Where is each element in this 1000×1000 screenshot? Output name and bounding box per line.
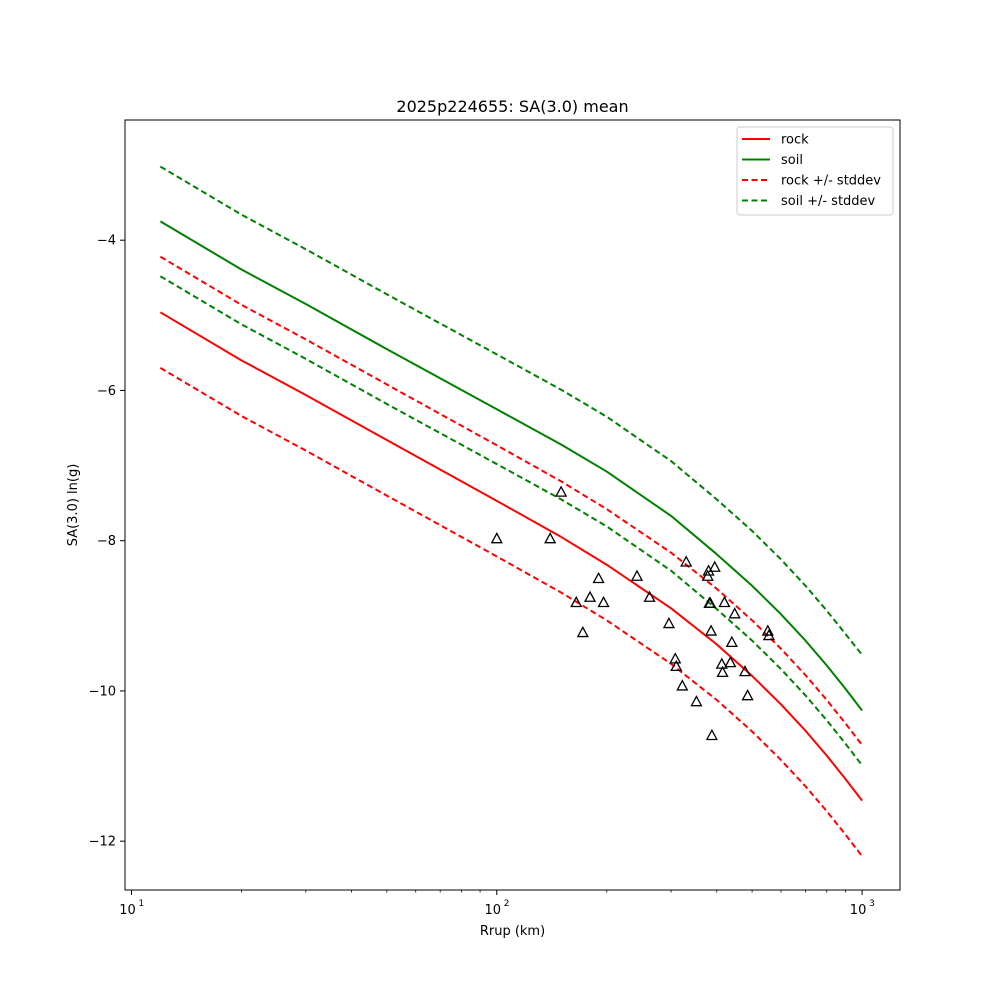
observation-point bbox=[544, 532, 557, 544]
axes: 10 1 10 2 10 3−4−6−8−10−12 bbox=[89, 119, 901, 918]
series-line-soil-stddev bbox=[159, 165, 863, 656]
observation-point bbox=[702, 564, 715, 576]
observation-point bbox=[630, 569, 644, 581]
series-line-5 bbox=[159, 275, 863, 766]
observation-point bbox=[583, 590, 597, 602]
observation-point bbox=[704, 596, 717, 608]
legend-entry: rock +/- stddev bbox=[781, 174, 881, 189]
x-tick-label: 10 bbox=[485, 903, 502, 918]
x-tick-exponent: 2 bbox=[504, 899, 510, 909]
observation-point bbox=[704, 624, 718, 636]
observation-point bbox=[716, 665, 729, 678]
y-axis-label: SA(3.0) ln(g) bbox=[66, 464, 81, 547]
legend-entry: soil +/- stddev bbox=[781, 194, 876, 209]
x-axis-label: Rrup (km) bbox=[480, 924, 545, 939]
observation-point bbox=[576, 625, 589, 638]
observation-point bbox=[643, 590, 656, 602]
y-tick-label: −8 bbox=[97, 534, 116, 549]
legend-box bbox=[736, 126, 894, 216]
observation-point bbox=[728, 607, 741, 619]
observation-point bbox=[597, 595, 610, 608]
x-tick-label: 10 bbox=[850, 903, 867, 918]
observation-point bbox=[741, 689, 754, 701]
y-tick-label: −10 bbox=[89, 684, 116, 699]
observation-point bbox=[725, 635, 738, 647]
chart-title: 2025p224655: SA(3.0) mean bbox=[396, 97, 628, 116]
observation-point bbox=[669, 652, 682, 664]
x-tick-exponent: 3 bbox=[869, 899, 875, 909]
observation-point bbox=[718, 595, 731, 608]
axes-frame bbox=[124, 119, 901, 891]
observation-point bbox=[570, 595, 583, 608]
legend: rock soil rock +/- stddev soil +/- stddev bbox=[736, 126, 894, 216]
observation-point bbox=[555, 485, 568, 497]
series-line-rock-stddev bbox=[159, 255, 863, 746]
observation-point bbox=[676, 679, 689, 691]
observation-point bbox=[738, 665, 752, 677]
x-tick-label: 10 bbox=[119, 903, 136, 918]
series-line-rock bbox=[159, 311, 863, 802]
observation-point bbox=[708, 560, 721, 572]
y-tick-label: −6 bbox=[97, 384, 116, 399]
series-line-3 bbox=[159, 367, 863, 857]
observation-point bbox=[762, 628, 776, 641]
legend-entry: rock bbox=[781, 133, 809, 148]
y-tick-label: −4 bbox=[97, 234, 116, 249]
observation-point bbox=[680, 555, 693, 567]
observation-point bbox=[705, 728, 718, 741]
observation-point bbox=[761, 624, 774, 636]
x-tick-exponent: 1 bbox=[138, 899, 144, 909]
observation-point bbox=[592, 571, 605, 584]
observation-point bbox=[724, 656, 737, 668]
plot-area bbox=[159, 165, 863, 857]
observation-point bbox=[662, 616, 676, 629]
observation-point bbox=[670, 659, 683, 672]
legend-entry: soil bbox=[781, 153, 803, 168]
observation-point bbox=[690, 695, 703, 707]
y-tick-label: −12 bbox=[89, 835, 116, 850]
observation-point bbox=[490, 532, 503, 544]
series-line-soil bbox=[159, 220, 863, 712]
